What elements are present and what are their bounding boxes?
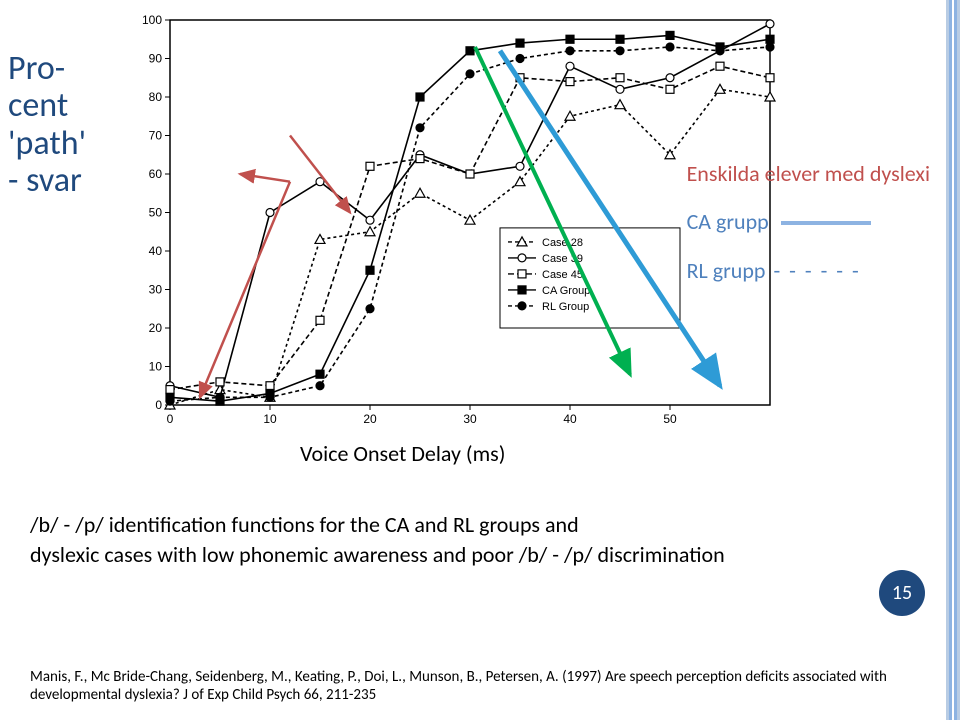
- svg-text:30: 30: [463, 412, 477, 426]
- overlay-legend: Enskilda elever med dyslexi CA grupp RL …: [687, 150, 930, 295]
- svg-text:Case 45: Case 45: [542, 269, 583, 281]
- svg-text:100: 100: [142, 13, 162, 27]
- x-axis-label: Voice Onset Delay (ms): [300, 440, 505, 467]
- svg-text:40: 40: [563, 412, 577, 426]
- chart: 0 10 20 30 40 50 60 70 80 90 100 0 10 20 30 40 50 Case 28…: [115, 10, 785, 440]
- svg-text:70: 70: [149, 129, 163, 143]
- svg-text:10: 10: [149, 360, 163, 374]
- svg-text:20: 20: [363, 412, 377, 426]
- svg-text:20: 20: [149, 321, 163, 335]
- svg-text:50: 50: [149, 206, 163, 220]
- citation: Manis, F., Mc Bride-Chang, Seidenberg, M…: [30, 668, 930, 706]
- svg-text:30: 30: [149, 283, 163, 297]
- legend-dyslexi: Enskilda elever med dyslexi: [687, 150, 930, 198]
- svg-text:0: 0: [155, 398, 162, 412]
- svg-text:0: 0: [167, 412, 174, 426]
- svg-text:80: 80: [149, 90, 163, 104]
- svg-text:10: 10: [263, 412, 277, 426]
- svg-text:Case 28: Case 28: [542, 237, 583, 249]
- y-axis-label: Pro- cent 'path' - svar: [8, 50, 86, 200]
- svg-text:RL Group: RL Group: [542, 301, 589, 313]
- svg-text:90: 90: [149, 52, 163, 66]
- legend-ca: CA grupp: [687, 198, 930, 246]
- svg-text:CA Group: CA Group: [542, 285, 590, 297]
- svg-text:50: 50: [663, 412, 677, 426]
- svg-text:60: 60: [149, 167, 163, 181]
- svg-text:40: 40: [149, 244, 163, 258]
- legend-rl: RL grupp - - - - - -: [687, 247, 930, 295]
- caption: /b/ - /p/ identification functions for t…: [30, 510, 920, 569]
- page-number-badge: 15: [879, 570, 925, 616]
- right-decorative-stripe: [946, 0, 960, 720]
